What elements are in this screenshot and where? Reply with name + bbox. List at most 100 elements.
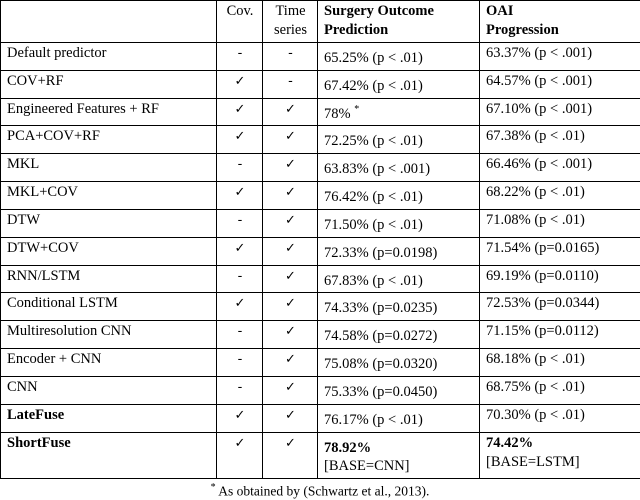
surgery-value: 72.25% (p < .01) xyxy=(324,133,423,149)
oai-value: 69.19% (p=0.0110) xyxy=(486,268,599,284)
table-row: Encoder + CNN - ✓ 75.08% (p=0.0320) 68.1… xyxy=(1,349,640,377)
surgery-cell: 78% * xyxy=(318,98,480,126)
surgery-cell: 63.83% (p < .001) xyxy=(318,154,480,182)
time-series-cell: ✓ xyxy=(263,432,318,479)
cov-cell: ✓ xyxy=(217,126,263,154)
oai-value: 63.37% (p < .001) xyxy=(486,45,592,61)
surgery-cell: 74.33% (p=0.0235) xyxy=(318,293,480,321)
cov-mark: ✓ xyxy=(235,296,246,311)
table-row: Engineered Features + RF ✓ ✓ 78% * 67.10… xyxy=(1,98,640,126)
footnote-marker: * xyxy=(354,104,359,115)
table-row: MKL - ✓ 63.83% (p < .001) 66.46% (p < .0… xyxy=(1,154,640,182)
oai-value: 68.18% (p < .01) xyxy=(486,351,585,367)
cov-cell: ✓ xyxy=(217,293,263,321)
time-series-cell: ✓ xyxy=(263,265,318,293)
cov-cell: - xyxy=(217,43,263,71)
method-cell: CNN xyxy=(1,376,217,404)
oai-cell: 71.15% (p=0.0112) xyxy=(480,321,640,349)
surgery-cell: 67.83% (p < .01) xyxy=(318,265,480,293)
surgery-base: [BASE=CNN] xyxy=(324,457,474,476)
time-mark: ✓ xyxy=(285,157,296,172)
table-row: LateFuse ✓ ✓ 76.17% (p < .01) 70.30% (p … xyxy=(1,404,640,432)
cov-mark: - xyxy=(238,269,243,284)
time-series-cell: ✓ xyxy=(263,349,318,377)
time-mark: - xyxy=(288,46,293,61)
method-cell: RNN/LSTM xyxy=(1,265,217,293)
cov-mark: ✓ xyxy=(235,102,246,117)
surgery-cell: 76.42% (p < .01) xyxy=(318,182,480,210)
method-cell: Encoder + CNN xyxy=(1,349,217,377)
time-series-cell: ✓ xyxy=(263,182,318,210)
method-cell: DTW+COV xyxy=(1,237,217,265)
surgery-value: 67.42% (p < .01) xyxy=(324,78,423,94)
time-series-cell: ✓ xyxy=(263,98,318,126)
time-mark: ✓ xyxy=(285,269,296,284)
oai-value: 71.54% (p=0.0165) xyxy=(486,240,599,256)
time-mark: ✓ xyxy=(285,213,296,228)
oai-cell: 72.53% (p=0.0344) xyxy=(480,293,640,321)
cov-mark: - xyxy=(238,157,243,172)
oai-progression-header-line1: OAI xyxy=(486,2,635,21)
time-series-cell: ✓ xyxy=(263,209,318,237)
oai-value: 71.08% (p < .01) xyxy=(486,212,585,228)
surgery-value: 75.33% (p=0.0450) xyxy=(324,384,437,400)
time-series-cell: ✓ xyxy=(263,293,318,321)
cov-mark: - xyxy=(238,352,243,367)
table-row: CNN - ✓ 75.33% (p=0.0450) 68.75% (p < .0… xyxy=(1,376,640,404)
oai-value: 72.53% (p=0.0344) xyxy=(486,295,599,311)
surgery-value: 67.83% (p < .01) xyxy=(324,272,423,288)
time-series-header-line1: Time xyxy=(269,2,312,21)
cov-cell: - xyxy=(217,349,263,377)
oai-value: 66.46% (p < .001) xyxy=(486,156,592,172)
surgery-cell: 65.25% (p < .01) xyxy=(318,43,480,71)
table-row: RNN/LSTM - ✓ 67.83% (p < .01) 69.19% (p=… xyxy=(1,265,640,293)
oai-value: 68.75% (p < .01) xyxy=(486,379,585,395)
oai-cell: 63.37% (p < .001) xyxy=(480,43,640,71)
method-cell: COV+RF xyxy=(1,70,217,98)
time-series-cell: ✓ xyxy=(263,154,318,182)
time-mark: ✓ xyxy=(285,296,296,311)
cov-mark: - xyxy=(238,46,243,61)
time-series-cell: - xyxy=(263,43,318,71)
cov-cell: ✓ xyxy=(217,404,263,432)
oai-value: 64.57% (p < .001) xyxy=(486,73,592,89)
surgery-value: 72.33% (p=0.0198) xyxy=(324,245,437,261)
surgery-value: 74.33% (p=0.0235) xyxy=(324,300,437,316)
cov-header: Cov. xyxy=(217,1,263,43)
surgery-cell: 67.42% (p < .01) xyxy=(318,70,480,98)
surgery-cell: 72.33% (p=0.0198) xyxy=(318,237,480,265)
oai-cell: 71.08% (p < .01) xyxy=(480,209,640,237)
cov-mark: ✓ xyxy=(235,185,246,200)
cov-mark: ✓ xyxy=(235,74,246,89)
cov-mark: ✓ xyxy=(235,436,246,451)
time-mark: ✓ xyxy=(285,408,296,423)
oai-value: 67.38% (p < .01) xyxy=(486,128,585,144)
surgery-value: 71.50% (p < .01) xyxy=(324,217,423,233)
cov-mark: ✓ xyxy=(235,241,246,256)
cov-cell: - xyxy=(217,209,263,237)
method-cell: Default predictor xyxy=(1,43,217,71)
method-cell: PCA+COV+RF xyxy=(1,126,217,154)
oai-cell: 69.19% (p=0.0110) xyxy=(480,265,640,293)
surgery-value: 76.17% (p < .01) xyxy=(324,412,423,428)
table-footnote: * As obtained by (Schwartz et al., 2013)… xyxy=(0,479,640,500)
cov-cell: ✓ xyxy=(217,98,263,126)
table-row: MKL+COV ✓ ✓ 76.42% (p < .01) 68.22% (p <… xyxy=(1,182,640,210)
time-mark: ✓ xyxy=(285,185,296,200)
surgery-outcome-header-line2: Prediction xyxy=(324,21,474,40)
cov-cell: - xyxy=(217,376,263,404)
time-series-cell: ✓ xyxy=(263,404,318,432)
table-row: DTW+COV ✓ ✓ 72.33% (p=0.0198) 71.54% (p=… xyxy=(1,237,640,265)
surgery-value: 75.08% (p=0.0320) xyxy=(324,356,437,372)
cov-cell: - xyxy=(217,154,263,182)
surgery-cell: 72.25% (p < .01) xyxy=(318,126,480,154)
surgery-cell: 71.50% (p < .01) xyxy=(318,209,480,237)
table-row: DTW - ✓ 71.50% (p < .01) 71.08% (p < .01… xyxy=(1,209,640,237)
time-mark: ✓ xyxy=(285,352,296,367)
surgery-value: 76.42% (p < .01) xyxy=(324,189,423,205)
